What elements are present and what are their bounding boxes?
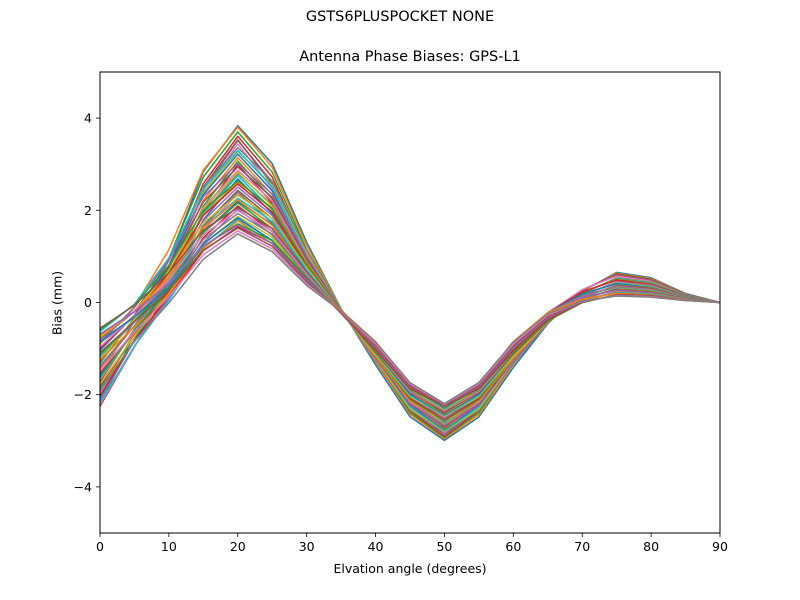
y-tick-label-3: 2 [84, 203, 92, 218]
series-line-45 [99, 224, 721, 407]
y-tick-label-2: 0 [84, 295, 92, 310]
y-axis-label: Bias (mm) [49, 270, 65, 336]
y-tick-label-1: −2 [74, 387, 92, 402]
x-tick-label-9: 90 [712, 539, 728, 554]
y-tick-label-4: 4 [84, 111, 92, 126]
chart-title: Antenna Phase Biases: GPS-L1 [299, 49, 521, 65]
x-tick-label-2: 20 [230, 539, 246, 554]
tick-layer: 0 10 20 30 40 50 60 70 80 90 −4 −2 0 2 4 [74, 111, 728, 554]
series-line-41 [99, 217, 721, 409]
x-tick-label-6: 60 [505, 539, 521, 554]
x-axis-label: Elvation angle (degrees) [333, 561, 487, 576]
x-tick-label-4: 40 [368, 539, 384, 554]
series-line-48 [99, 233, 721, 405]
series-layer [99, 124, 721, 442]
x-tick-label-8: 80 [643, 539, 659, 554]
x-tick-label-7: 70 [574, 539, 590, 554]
x-tick-label-0: 0 [96, 539, 104, 554]
x-tick-label-3: 30 [299, 539, 315, 554]
x-tick-label-1: 10 [161, 539, 177, 554]
x-tick-label-5: 50 [436, 539, 452, 554]
figure-suptitle: GSTS6PLUSPOCKET NONE [305, 9, 495, 25]
axes-frame [99, 71, 721, 534]
y-tick-label-0: −4 [74, 479, 92, 494]
